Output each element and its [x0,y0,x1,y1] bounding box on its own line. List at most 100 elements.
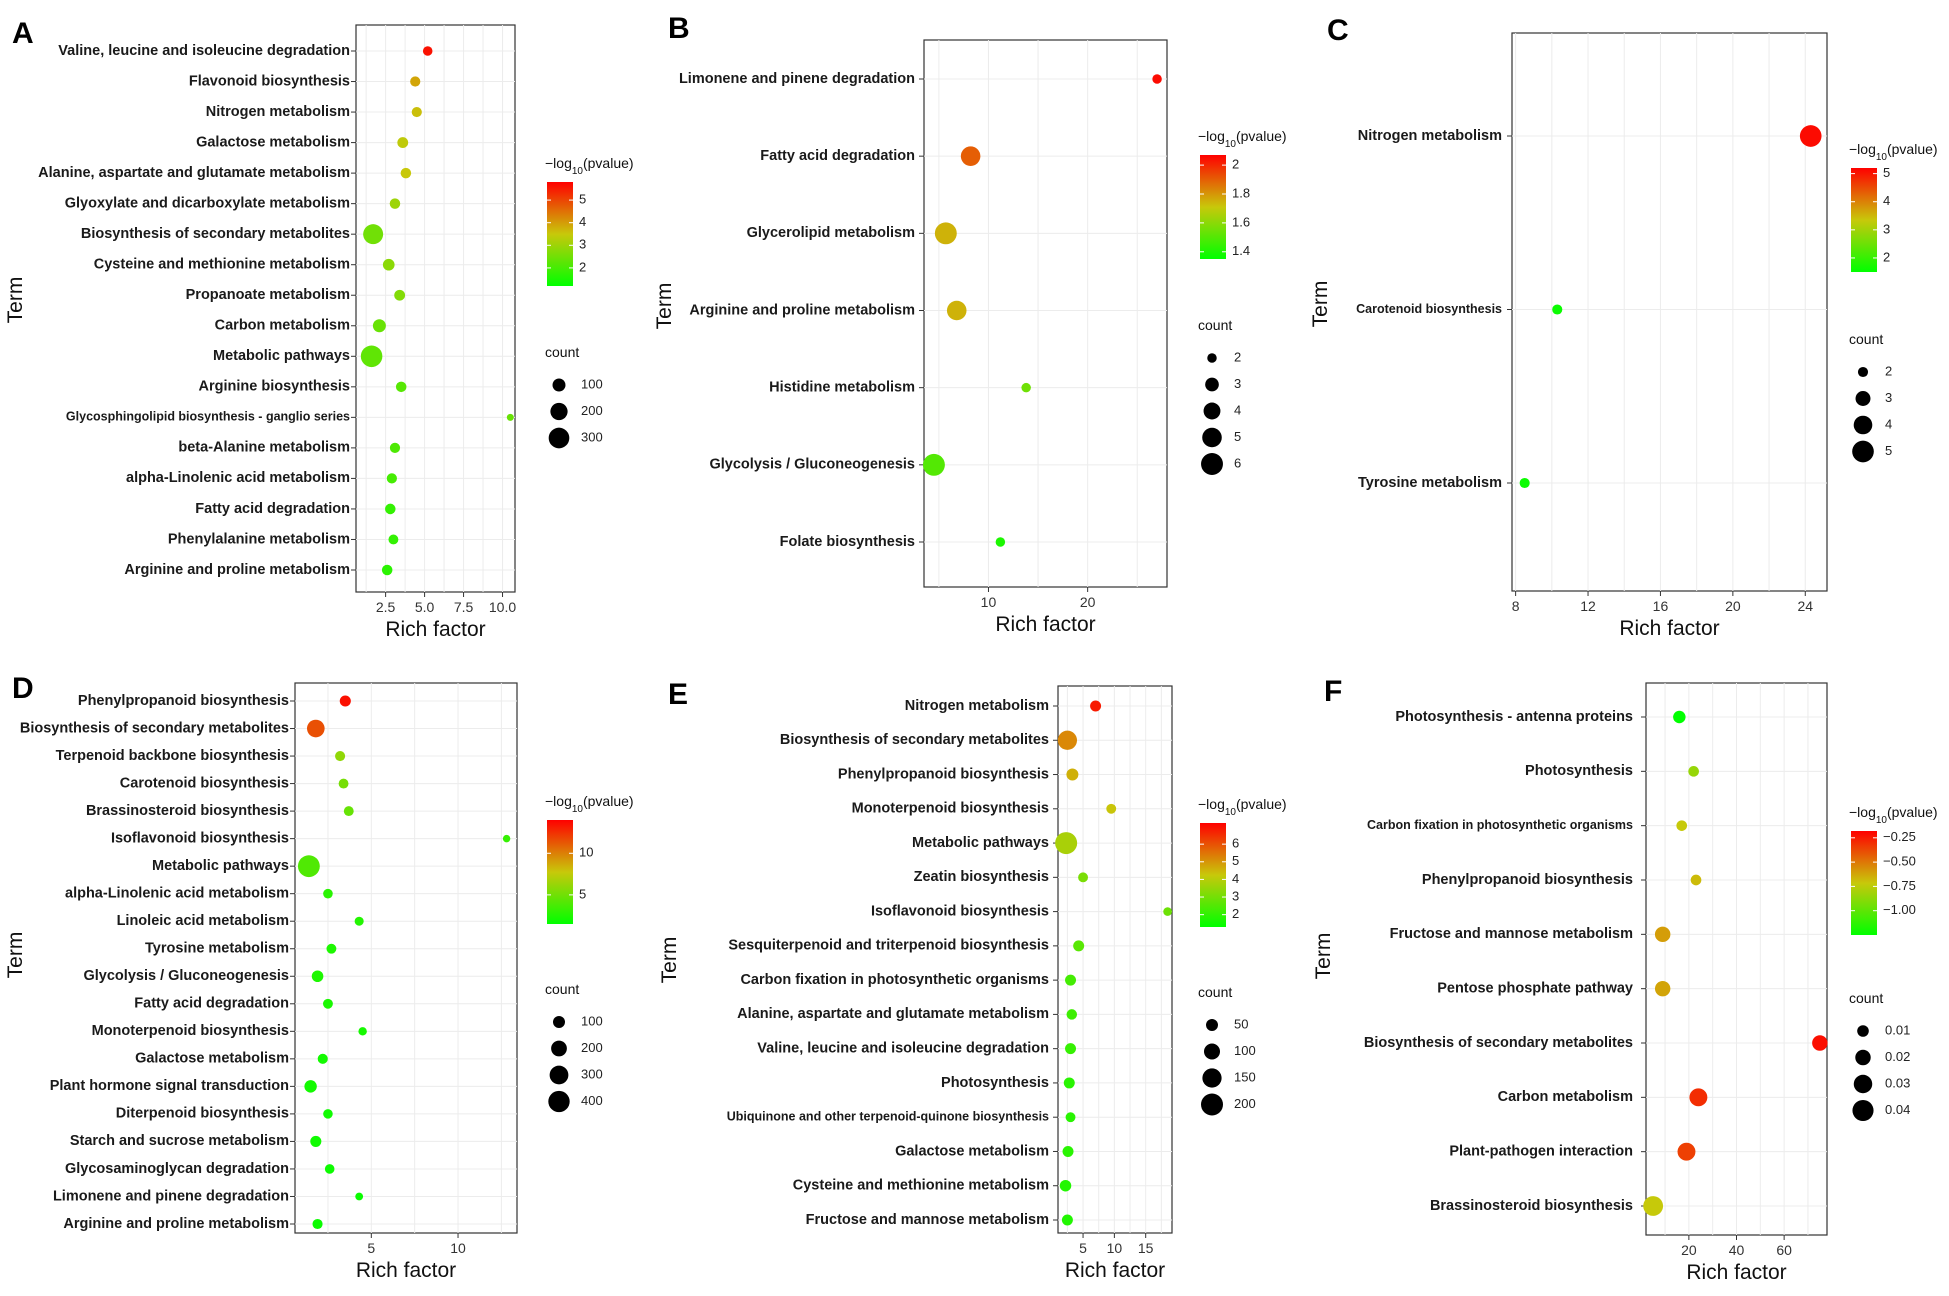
point [1152,74,1162,84]
point [1106,803,1117,814]
term-label: Galactose metabolism [196,134,350,150]
color-bar-label: 5 [579,886,586,901]
panel-label: E [668,678,688,711]
point [1065,1043,1077,1055]
term-label: Arginine and proline metabolism [689,302,915,318]
term-label: Diterpenoid biosynthesis [116,1106,289,1122]
term-label: Glycolysis / Gluconeogenesis [84,968,290,984]
term-label: Sesquiterpenoid and triterpenoid biosynt… [728,938,1049,954]
size-legend-label: 0.02 [1885,1049,1910,1064]
size-legend-title: count [1849,331,1883,347]
point [960,146,981,166]
point [385,503,396,515]
point [304,1080,317,1093]
term-label: Limonene and pinene degradation [679,71,915,87]
x-axis-title: Rich factor [1619,617,1719,640]
size-legend-label: 100 [1234,1043,1256,1058]
panel-e: E 5 10 15 Rich factor Term Nitrogen metabolism… [658,678,1287,1282]
point [310,1135,322,1147]
color-bar-label: 2 [579,259,586,274]
size-legend-label: 3 [1885,390,1892,405]
size-legend-label: 100 [581,376,603,391]
term-label: Metabolic pathways [152,858,289,874]
term-label: Fructose and mannose metabolism [1390,926,1633,942]
x-axis-title: Rich factor [1686,1261,1786,1284]
term-label: Photosynthesis [941,1075,1049,1091]
x-tick-label: 10.0 [489,599,516,615]
color-bar-label: 6 [1232,836,1239,851]
term-label: Plant-pathogen interaction [1449,1143,1633,1159]
size-legend-dot [1201,453,1223,475]
x-tick-label: 24 [1797,598,1813,614]
point [312,1218,323,1230]
term-label: Photosynthesis - antenna proteins [1395,709,1633,725]
point [995,537,1006,547]
size-legend-dot [1205,377,1219,392]
color-bar [1851,831,1877,935]
size-legend-label: 0.01 [1885,1022,1910,1037]
x-tick-label: 5.0 [415,599,435,615]
term-label: Plant hormone signal transduction [50,1078,289,1094]
point [506,413,514,421]
term-label: Galactose metabolism [895,1143,1049,1159]
y-axis-title: Term [658,937,681,984]
points [297,695,511,1230]
point [395,381,407,393]
points [1519,125,1822,489]
size-legend-label: 50 [1234,1016,1248,1031]
size-legend-dot [1853,1074,1873,1094]
size-legend-title: count [1849,990,1883,1006]
size-legend-dot [1207,353,1217,363]
color-legend: −log10(pvalue) 1.4 1.6 1.8 2 [1198,128,1287,259]
color-legend-title: −log10(pvalue) [1849,804,1938,826]
point [381,564,393,576]
color-legend: −log10(pvalue) 2 3 4 5 [545,155,634,286]
term-label: Metabolic pathways [213,348,350,364]
point [502,834,511,843]
x-tick-label: 16 [1653,598,1669,614]
color-bar-label: 5 [1883,165,1890,180]
color-bar-label: 2 [1883,249,1890,264]
term-label: Valine, leucine and isoleucine degradati… [58,43,350,59]
term-label: Nitrogen metabolism [206,104,350,120]
color-bar-label: 3 [1883,221,1890,236]
size-legend-dot [1852,440,1874,463]
x-tick-label: 5 [1079,1240,1087,1256]
size-legend-dot [1202,1068,1222,1088]
term-label: Isoflavonoid biosynthesis [871,903,1049,919]
term-label: Terpenoid backbone biosynthesis [56,748,289,764]
panel-label: D [12,672,34,705]
size-legend-dot [1206,1019,1218,1031]
term-label: Fatty acid degradation [195,501,350,517]
color-bar-label: 3 [1232,888,1239,903]
point [1519,477,1530,489]
size-legend-dot [1855,1049,1871,1066]
size-legend-dot [1857,1025,1869,1037]
size-legend-title: count [1198,984,1232,1000]
term-label: Valine, leucine and isoleucine degradati… [757,1040,1049,1056]
size-legend: count 2 3 4 5 [1849,331,1892,463]
color-bar-label: 1.6 [1232,214,1250,229]
color-bar [547,182,573,286]
x-tick-label: 60 [1776,1242,1792,1258]
point [323,998,333,1009]
point [1812,1035,1828,1051]
point [1643,1196,1664,1216]
term-label: Flavonoid biosynthesis [189,73,350,89]
point [1057,730,1078,750]
x-tick-label: 15 [1138,1240,1154,1256]
point [372,319,386,333]
term-label: Phenylpropanoid biosynthesis [78,693,289,709]
gridlines [1646,683,1827,1235]
term-label: Alanine, aspartate and glutamate metabol… [737,1006,1049,1022]
point [1065,1112,1076,1123]
point [1066,768,1079,781]
term-label: Phenylpropanoid biosynthesis [1422,872,1633,888]
panel-b: B 10 20 Rich factor Term Limonene and pinene … [653,12,1287,636]
size-legend: count 50 100 150 200 [1198,984,1256,1116]
point [1066,1009,1078,1020]
term-label: Starch and sucrose metabolism [70,1133,289,1149]
term-label: Fatty acid degradation [134,996,289,1012]
